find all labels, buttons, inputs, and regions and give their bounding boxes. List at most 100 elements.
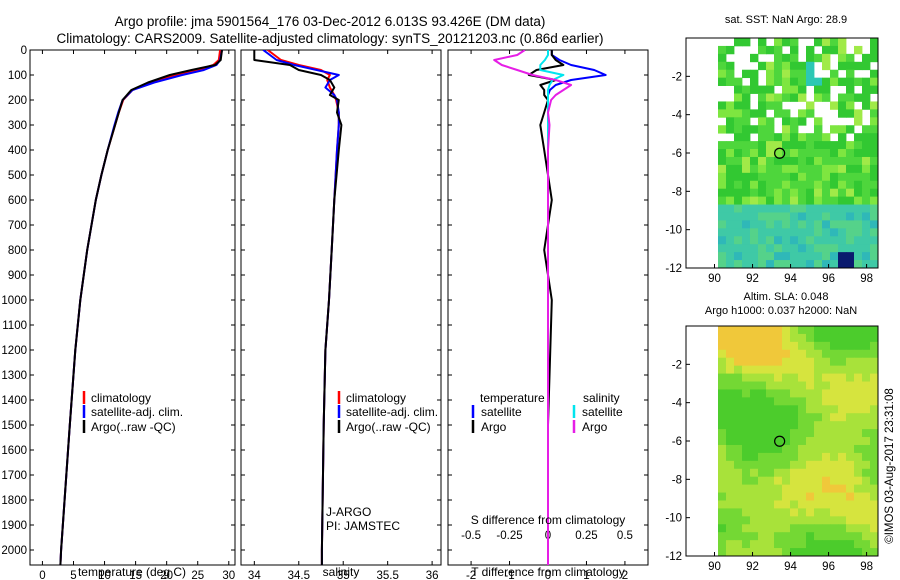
map-cell <box>822 149 831 158</box>
map-cell <box>870 365 878 374</box>
y-tick-label: -2 <box>672 359 682 371</box>
map-cell <box>766 397 775 406</box>
map-cell <box>806 444 815 454</box>
map-cell <box>766 133 775 142</box>
map-cell <box>798 468 807 478</box>
map-cell <box>798 484 807 493</box>
map-cell <box>750 508 759 517</box>
map-cell <box>854 524 863 533</box>
map-cell <box>814 125 823 134</box>
difference-xlabel-salinity: S difference from climatology <box>471 513 626 527</box>
map-cell <box>870 381 878 390</box>
map-cell <box>718 492 727 501</box>
map-cell <box>726 421 735 430</box>
map-cell <box>846 365 855 374</box>
map-cell <box>782 341 791 351</box>
map-cell <box>758 532 767 541</box>
map-cell <box>830 38 839 47</box>
map-cell <box>870 429 878 438</box>
map-cell <box>798 164 807 174</box>
map-cell <box>854 326 863 335</box>
map-cell <box>798 381 807 390</box>
top-x-tick-label: 0.5 <box>617 530 633 542</box>
map-cell <box>870 460 878 470</box>
map-cell <box>846 326 855 335</box>
map-cell <box>862 405 871 414</box>
map-cell <box>862 125 871 134</box>
map-cell <box>718 156 727 166</box>
map-cell <box>798 61 807 71</box>
map-cell <box>790 437 799 446</box>
map-cell <box>750 421 759 430</box>
map-cell <box>854 500 863 509</box>
map-cell <box>790 492 799 501</box>
map-cell <box>742 69 751 79</box>
map-cell <box>734 365 743 374</box>
map-cell <box>766 204 775 213</box>
map-cell <box>766 212 775 221</box>
map-cell <box>822 341 831 351</box>
map-cell <box>758 349 767 359</box>
map-cell <box>814 492 823 501</box>
map-cell <box>846 468 855 478</box>
map-cell <box>806 389 815 398</box>
map-cell <box>806 373 815 382</box>
map-cell <box>862 212 871 221</box>
map-cell <box>862 381 871 390</box>
map-cell <box>758 373 767 382</box>
y-tick-label: 1300 <box>1 370 27 382</box>
map-cell <box>862 172 871 182</box>
map-cell <box>758 228 767 237</box>
map-cell <box>806 101 815 110</box>
map-cell <box>718 437 727 446</box>
map-cell <box>814 141 823 150</box>
map-cell <box>758 180 767 190</box>
sla-map-panel: 90 92 94 96 98 -2 -4 -6 -8 -10 -12 <box>665 325 879 573</box>
map-cell <box>814 53 823 63</box>
map-cell <box>838 452 847 462</box>
map-cell <box>854 349 863 359</box>
map-cell <box>790 236 799 245</box>
y-tick-label: -6 <box>672 436 682 448</box>
map-cell <box>750 180 759 190</box>
map-cell <box>758 93 767 102</box>
map-cell <box>806 172 815 182</box>
map-cell <box>750 244 759 253</box>
map-cell <box>790 349 799 359</box>
map-cell <box>854 548 863 556</box>
y-tick-label: 300 <box>8 120 27 132</box>
map-cell <box>790 508 799 517</box>
map-cell <box>814 468 823 478</box>
map-cell <box>742 141 751 150</box>
map-cell <box>726 180 735 190</box>
map-cell <box>838 38 847 47</box>
map-cell <box>830 460 839 470</box>
map-cell <box>814 77 823 86</box>
top-x-tick-label: -0.5 <box>461 530 481 542</box>
map-cell <box>758 437 767 446</box>
map-cell <box>774 236 783 245</box>
map-cell <box>782 532 791 541</box>
map-cell <box>838 180 847 190</box>
map-cell <box>814 524 823 533</box>
map-cell <box>830 421 839 430</box>
y-tick-label: 1500 <box>1 420 27 432</box>
map-cell <box>870 333 878 343</box>
map-cell <box>846 252 855 261</box>
map-cell <box>798 93 807 102</box>
map-cell <box>838 53 847 63</box>
map-cell <box>774 141 783 150</box>
map-cell <box>790 172 799 182</box>
map-cell <box>742 524 751 533</box>
map-cell <box>750 381 759 390</box>
map-cell <box>774 156 783 166</box>
map-cell <box>838 125 847 134</box>
legend-temp-argo-label: Argo <box>481 420 507 434</box>
x-tick-label: 0 <box>545 570 551 580</box>
map-cell <box>766 548 775 556</box>
map-cell <box>822 357 831 367</box>
map-cell <box>742 413 751 422</box>
map-cell <box>814 164 823 174</box>
map-cell <box>798 452 807 462</box>
map-cell <box>838 468 847 478</box>
